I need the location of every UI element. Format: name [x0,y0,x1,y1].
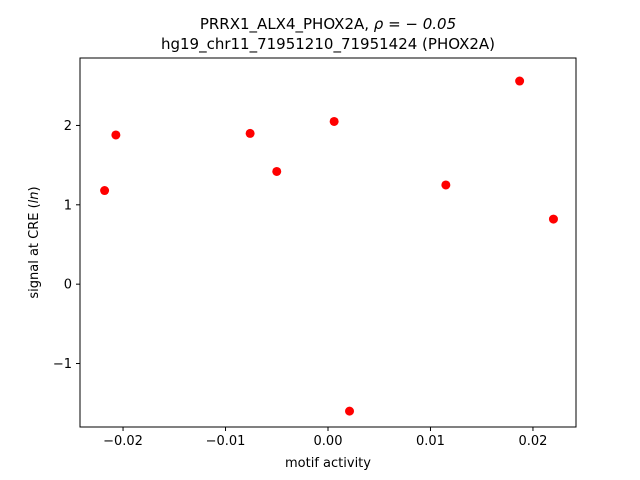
x-tick-label: 0.02 [518,434,547,449]
data-point [245,128,255,138]
data-point [345,406,355,416]
data-point [100,186,110,196]
y-tick-label: 0 [64,278,72,293]
x-tick-label: −0.01 [206,434,246,449]
y-axis-label-prefix: signal at CRE ( [27,203,42,298]
chart-title-prefix: PRRX1_ALX4_PHOX2A, [200,15,374,34]
x-tick-label: 0.00 [314,434,343,449]
chart-title-line2: hg19_chr11_71951210_71951424 (PHOX2A) [161,35,495,54]
y-tick-label: 1 [64,198,72,213]
data-point [548,214,558,224]
y-tick-label: 2 [64,119,72,134]
x-tick-label: −0.02 [103,434,143,449]
data-point [272,166,282,176]
y-axis-ticks: −1 0 1 2 [53,119,80,372]
y-axis-label-suffix: ) [27,186,42,191]
chart-title-line1: PRRX1_ALX4_PHOX2A, ρ = − 0.05 [200,15,456,34]
plot-area-frame [79,57,577,428]
data-point [329,116,339,126]
x-tick-label: 0.01 [416,434,445,449]
y-axis-label: signal at CRE (ln) [27,186,42,298]
chart-title-rho: ρ = − 0.05 [374,15,456,33]
y-tick-label: −1 [53,357,72,372]
data-points [100,76,558,416]
y-axis-label-italic: ln [27,191,42,203]
x-axis-ticks: −0.02 −0.01 0.00 0.01 0.02 [103,427,547,449]
data-point [111,130,121,140]
x-axis-label: motif activity [285,456,371,471]
data-point [515,76,525,86]
data-point [441,180,451,190]
